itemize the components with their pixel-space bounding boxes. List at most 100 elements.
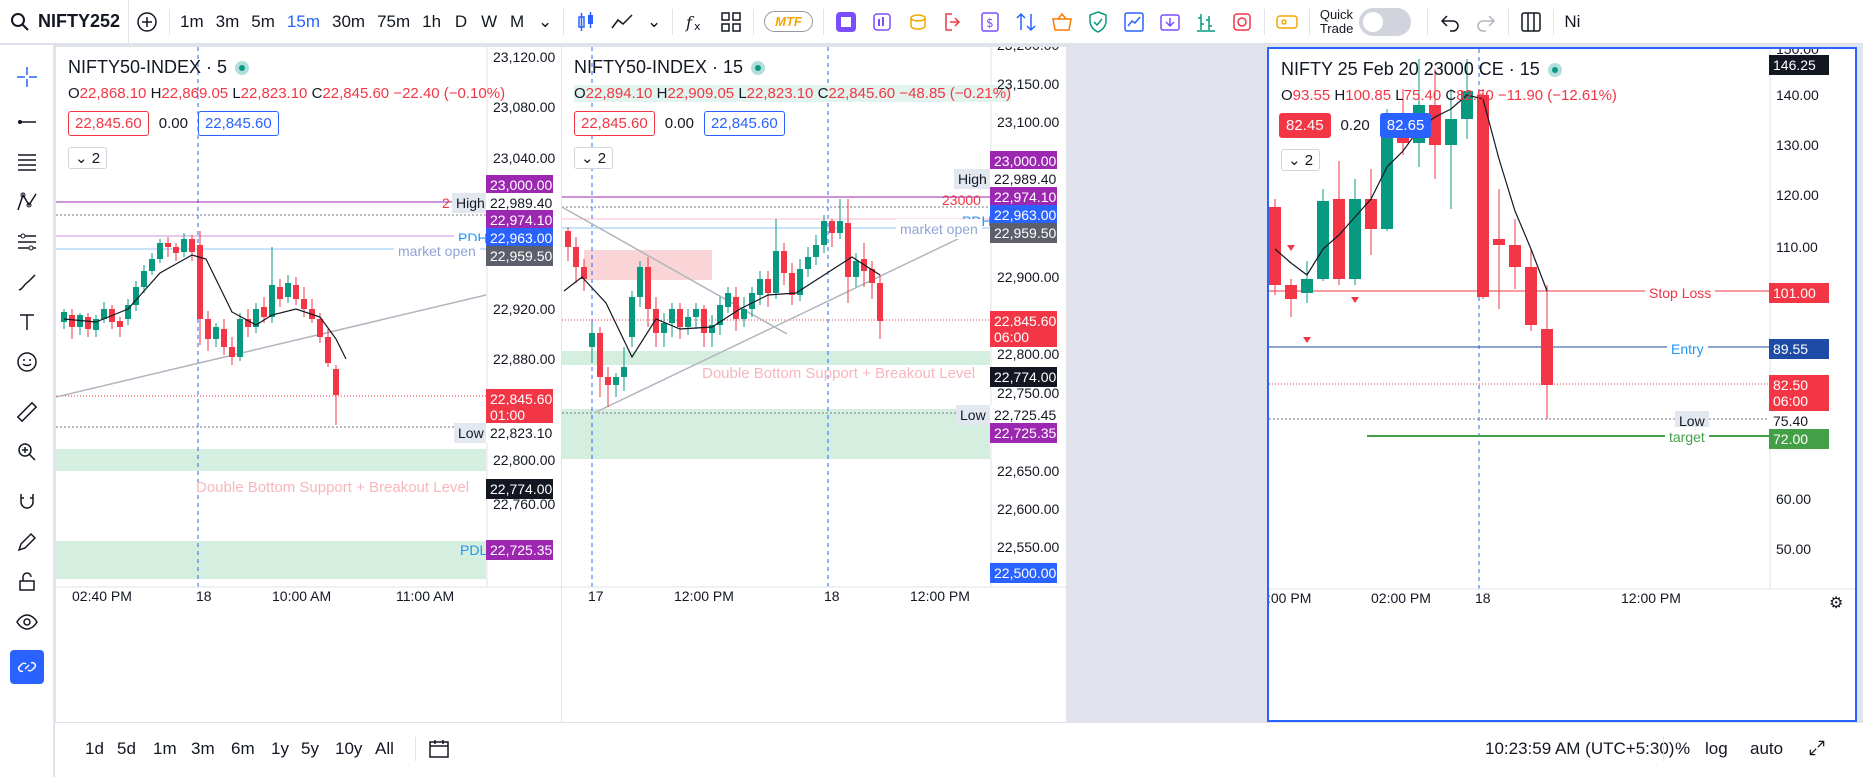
emoji-tool[interactable] — [10, 345, 44, 379]
range-5y[interactable]: 5y — [301, 739, 319, 758]
overflow-label[interactable]: Ni — [1564, 11, 1581, 31]
sync-link-tool[interactable] — [10, 650, 44, 684]
buy-button[interactable]: 22,845.60 — [197, 111, 279, 136]
layout-button[interactable] — [713, 6, 749, 38]
chart-canvas-1[interactable] — [56, 47, 561, 722]
timeframe-30m[interactable]: 30m — [331, 11, 366, 31]
support-zone — [562, 351, 990, 365]
price-axis-tick: 22,800.00 — [493, 452, 556, 468]
sell-button[interactable]: 22,845.60 — [574, 111, 655, 136]
plugin-button-5[interactable]: $ — [972, 6, 1008, 38]
pattern-tool[interactable] — [10, 185, 44, 219]
quick-trade-toggle[interactable] — [1359, 7, 1412, 36]
range-1m[interactable]: 1m — [153, 739, 177, 758]
mtf-button[interactable]: MTF — [758, 6, 819, 38]
timeframe-15m[interactable]: 15m — [286, 11, 320, 31]
auto-toggle[interactable]: auto — [1750, 739, 1784, 758]
status-dot-icon — [1547, 62, 1562, 77]
price-axis-tick: 50.00 — [1776, 541, 1812, 557]
price-axis-tick: 22,750.00 — [997, 385, 1060, 401]
lock-tool[interactable] — [10, 565, 44, 599]
chart-canvas-2[interactable] — [562, 47, 1066, 722]
stop-loss-label: Stop Loss — [1645, 283, 1716, 303]
timeframe-1m[interactable]: 1m — [180, 11, 204, 31]
fib-tool[interactable] — [10, 145, 44, 179]
brush-tool[interactable] — [10, 265, 44, 299]
range-10y[interactable]: 10y — [335, 739, 363, 758]
ohlc-bars-icon — [1196, 13, 1215, 32]
magnet-tool[interactable] — [10, 485, 44, 519]
log-toggle[interactable]: log — [1705, 739, 1728, 758]
plugin-button-11[interactable] — [1188, 6, 1224, 38]
range-3m[interactable]: 3m — [191, 739, 215, 758]
settings-gear-icon[interactable]: ⚙ — [1829, 595, 1844, 612]
plugin-button-10[interactable] — [1152, 6, 1188, 38]
price-tag-high: 22,989.40 — [990, 169, 1057, 189]
calendar-range-icon[interactable] — [427, 737, 451, 761]
candle-body — [669, 309, 675, 323]
timeframe-3m[interactable]: 3m — [215, 11, 240, 31]
candles-button[interactable] — [568, 6, 604, 38]
timeframe-m[interactable]: M — [510, 11, 525, 31]
timeframe-w[interactable]: W — [481, 11, 498, 31]
timeframe-75m[interactable]: 75m — [377, 11, 411, 31]
range-all[interactable]: All — [375, 739, 394, 758]
redo-button[interactable] — [1468, 6, 1504, 38]
divider — [1263, 8, 1265, 35]
plugin-button-9[interactable] — [1116, 6, 1152, 38]
plugin-button-7[interactable] — [1044, 6, 1080, 38]
indicators-toggle[interactable]: ⌄ 2 — [1281, 149, 1321, 171]
timeframe-d[interactable]: D — [454, 11, 468, 31]
range-6m[interactable]: 6m — [231, 739, 255, 758]
range-1d[interactable]: 1d — [85, 739, 104, 758]
plugin-button-8[interactable] — [1080, 6, 1116, 38]
chart-pane-1[interactable]: NIFTY50-INDEX · 5 O22,868.10 H22,869.05 … — [56, 47, 561, 722]
plugin-button-1[interactable] — [828, 6, 864, 38]
plugin-button-13[interactable] — [1269, 6, 1305, 38]
buy-button[interactable]: 22,845.60 — [703, 111, 785, 136]
search-icon — [11, 12, 29, 31]
candle-body — [1477, 95, 1489, 297]
plugin-button-6[interactable] — [1008, 6, 1044, 38]
compare-add-button[interactable] — [129, 6, 165, 38]
chart-type-button[interactable] — [604, 6, 640, 38]
sell-button[interactable]: 82.45 — [1279, 113, 1331, 138]
indicators-toggle[interactable]: ⌄ 2 — [574, 147, 614, 169]
zoom-tool[interactable] — [10, 435, 44, 469]
candle-body — [141, 271, 147, 287]
plugin-button-4[interactable] — [936, 6, 972, 38]
symbol-search[interactable]: NIFTY252 — [0, 0, 130, 44]
plugin-button-2[interactable] — [864, 6, 900, 38]
candle-body — [829, 221, 835, 233]
candle-body — [733, 297, 739, 319]
chart-type-dropdown[interactable]: ⌄ — [640, 6, 668, 38]
prediction-tool[interactable] — [10, 225, 44, 259]
stay-drawing-tool[interactable] — [10, 525, 44, 559]
range-5d[interactable]: 5d — [117, 739, 136, 758]
low-value: 75.40 — [1403, 87, 1442, 104]
percent-toggle[interactable]: % — [1675, 739, 1691, 758]
expand-icon[interactable] — [1807, 738, 1827, 758]
buy-button[interactable]: 82.65 — [1379, 113, 1432, 138]
undo-button[interactable] — [1432, 6, 1468, 38]
ruler-tool[interactable] — [10, 395, 44, 429]
plugin-button-3[interactable] — [900, 6, 936, 38]
chart-pane-3[interactable]: NIFTY 25 Feb 20 23000 CE · 15 O93.55 H10… — [1267, 47, 1857, 722]
timeframe-dropdown[interactable]: ⌄ — [531, 6, 559, 38]
sell-button[interactable]: 22,845.60 — [68, 111, 149, 136]
indicators-toggle[interactable]: ⌄ 2 — [68, 147, 108, 169]
chevron-down-icon: ⌄ — [646, 11, 662, 31]
chart-pane-2[interactable]: NIFTY50-INDEX · 15 O22,894.10 H22,909.05… — [562, 47, 1066, 722]
trendline-tool[interactable] — [10, 105, 44, 139]
candle-body — [93, 319, 99, 330]
timeframe-1h[interactable]: 1h — [422, 11, 442, 31]
plugin-button-12[interactable] — [1224, 6, 1260, 38]
visibility-tool[interactable] — [10, 605, 44, 639]
price-axis-tick: 23,040.00 — [493, 150, 556, 166]
range-1y[interactable]: 1y — [271, 739, 289, 758]
layout-panels-button[interactable] — [1513, 6, 1549, 38]
text-tool[interactable] — [10, 305, 44, 339]
timeframe-5m[interactable]: 5m — [251, 11, 275, 31]
crosshair-tool[interactable] — [10, 60, 44, 94]
